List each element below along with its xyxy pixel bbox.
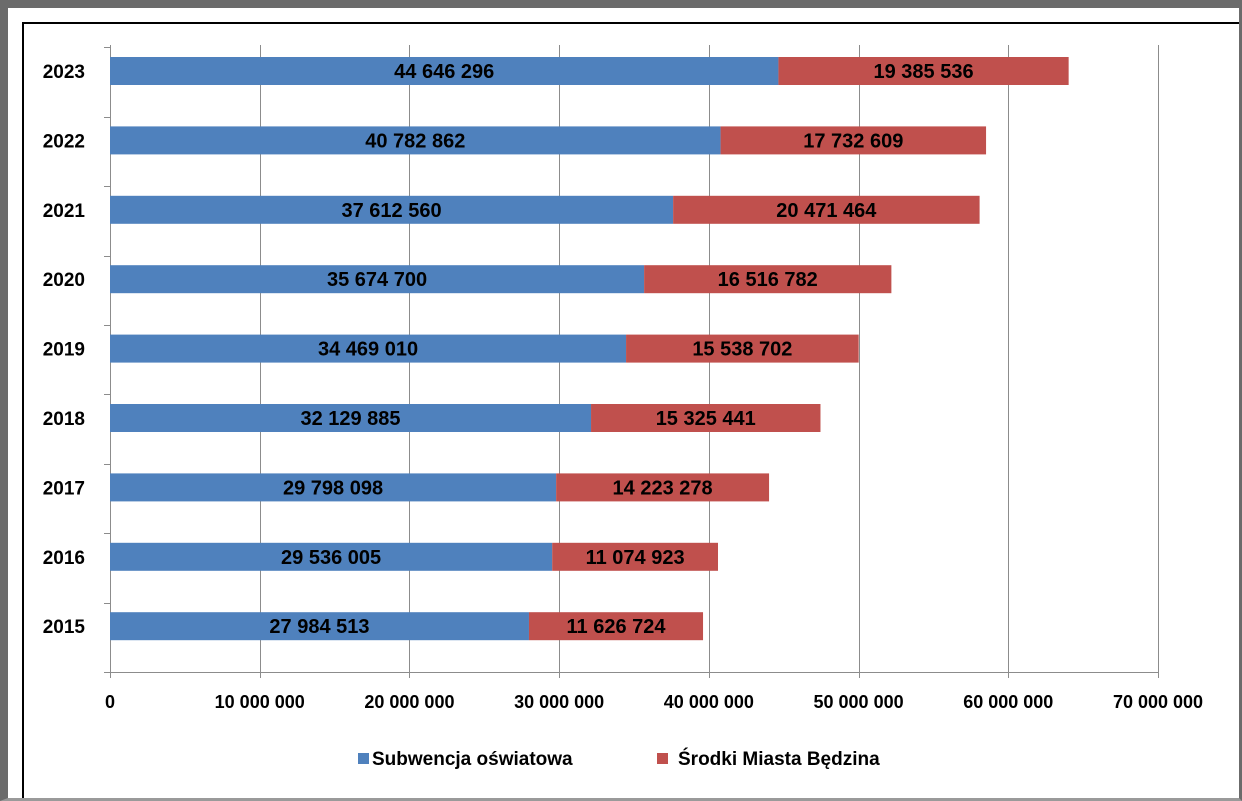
- data-label-srodki-2022: 17 732 609: [803, 130, 903, 152]
- legend-swatch-srodki: [657, 753, 668, 764]
- data-label-subwencja-2023: 44 646 296: [394, 61, 494, 83]
- bar-subwencja-2021: [110, 195, 674, 224]
- data-label-subwencja-2016: 29 536 005: [281, 547, 381, 569]
- bar-srodki-2016: [552, 542, 719, 571]
- data-label-srodki-2018: 15 325 441: [656, 408, 756, 430]
- bar-subwencja-2015: [110, 612, 529, 641]
- bar-srodki-2023: [778, 57, 1069, 85]
- bar-srodki-2019: [626, 334, 859, 363]
- x-tick-label: 10 000 000: [215, 692, 305, 712]
- x-tick-label: 70 000 000: [1113, 692, 1203, 712]
- category-label-2018: 2018: [43, 409, 85, 430]
- data-label-srodki-2021: 20 471 464: [776, 200, 877, 222]
- data-label-srodki-2019: 15 538 702: [692, 339, 792, 361]
- bar-subwencja-2019: [110, 334, 627, 363]
- x-tick-label: 50 000 000: [814, 692, 904, 712]
- bar-srodki-2021: [673, 195, 980, 224]
- data-label-srodki-2023: 19 385 536: [873, 61, 973, 83]
- category-label-2019: 2019: [43, 340, 85, 361]
- x-tick-label: 60 000 000: [963, 692, 1053, 712]
- category-label-2021: 2021: [43, 201, 86, 222]
- data-label-subwencja-2015: 27 984 513: [269, 616, 369, 638]
- bar-srodki-2022: [720, 126, 987, 155]
- category-label-2022: 2022: [43, 131, 85, 152]
- bar-srodki-2015: [528, 612, 704, 641]
- bar-subwencja-2023: [110, 57, 779, 85]
- data-label-subwencja-2017: 29 798 098: [283, 477, 383, 499]
- data-label-subwencja-2021: 37 612 560: [342, 200, 442, 222]
- category-label-2016: 2016: [43, 548, 85, 569]
- data-label-subwencja-2020: 35 674 700: [327, 269, 427, 291]
- bar-srodki-2020: [644, 265, 892, 294]
- bar-subwencja-2016: [110, 542, 553, 571]
- data-label-srodki-2016: 11 074 923: [586, 547, 685, 569]
- bar-subwencja-2018: [110, 404, 592, 432]
- category-label-2023: 2023: [43, 62, 85, 83]
- x-tick-label: 40 000 000: [664, 692, 754, 712]
- data-label-subwencja-2022: 40 782 862: [365, 130, 465, 152]
- chart-area-border: [22, 22, 1239, 798]
- x-tick-label: 20 000 000: [364, 692, 454, 712]
- x-tick-label: 0: [105, 692, 115, 712]
- bar-subwencja-2017: [110, 473, 557, 502]
- category-label-2020: 2020: [43, 270, 85, 291]
- category-label-2015: 2015: [43, 617, 86, 638]
- legend-label-subwencja: Subwencja oświatowa: [372, 749, 573, 770]
- legend-label-srodki: Środki Miasta Będzina: [678, 748, 880, 770]
- data-label-srodki-2020: 16 516 782: [718, 269, 818, 291]
- data-label-subwencja-2019: 34 469 010: [318, 339, 418, 361]
- x-tick-label: 30 000 000: [514, 692, 604, 712]
- bar-srodki-2018: [591, 404, 821, 432]
- data-label-subwencja-2018: 32 129 885: [300, 408, 400, 430]
- category-label-2017: 2017: [43, 478, 85, 499]
- legend-swatch-subwencja: [358, 753, 369, 764]
- data-label-srodki-2017: 14 223 278: [613, 477, 713, 499]
- bar-subwencja-2022: [110, 126, 721, 155]
- data-label-srodki-2015: 11 626 724: [567, 616, 667, 638]
- bar-subwencja-2020: [110, 265, 645, 294]
- bar-srodki-2017: [556, 473, 770, 502]
